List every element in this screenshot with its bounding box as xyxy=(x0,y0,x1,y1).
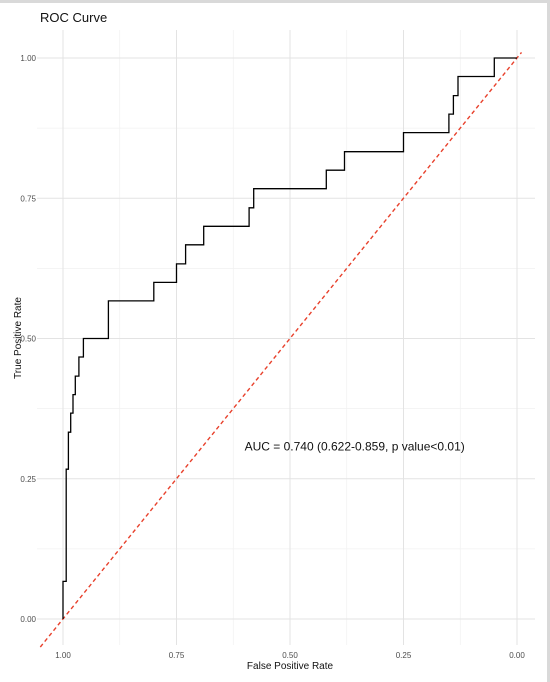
chart-title: ROC Curve xyxy=(40,10,107,25)
x-tick-label: 0.25 xyxy=(396,651,412,660)
x-tick-label: 0.00 xyxy=(509,651,525,660)
y-tick-label: 0.00 xyxy=(20,615,36,624)
y-tick-label: 0.50 xyxy=(20,335,36,344)
tick-labels: 1.00 0.75 0.50 0.25 0.00 0.00 0.25 0.50 0.75 1.00 xyxy=(20,54,525,660)
x-tick-label: 0.50 xyxy=(282,651,298,660)
auc-annotation: AUC = 0.740 (0.622-0.859, p value<0.01) xyxy=(245,440,465,454)
frame-right-border xyxy=(547,0,550,682)
x-tick-label: 0.75 xyxy=(169,651,185,660)
x-axis-title: False Positive Rate xyxy=(247,661,334,672)
reference-diagonal-line xyxy=(39,51,523,648)
y-axis-title: True Positive Rate xyxy=(13,297,24,379)
frame-top-border xyxy=(0,0,550,3)
x-tick-label: 1.00 xyxy=(55,651,71,660)
y-tick-label: 0.25 xyxy=(20,475,36,484)
y-tick-label: 0.75 xyxy=(20,194,36,203)
roc-curve-line xyxy=(62,57,517,619)
grid xyxy=(37,30,535,645)
y-tick-label: 1.00 xyxy=(20,54,36,63)
series-layer xyxy=(39,51,523,648)
